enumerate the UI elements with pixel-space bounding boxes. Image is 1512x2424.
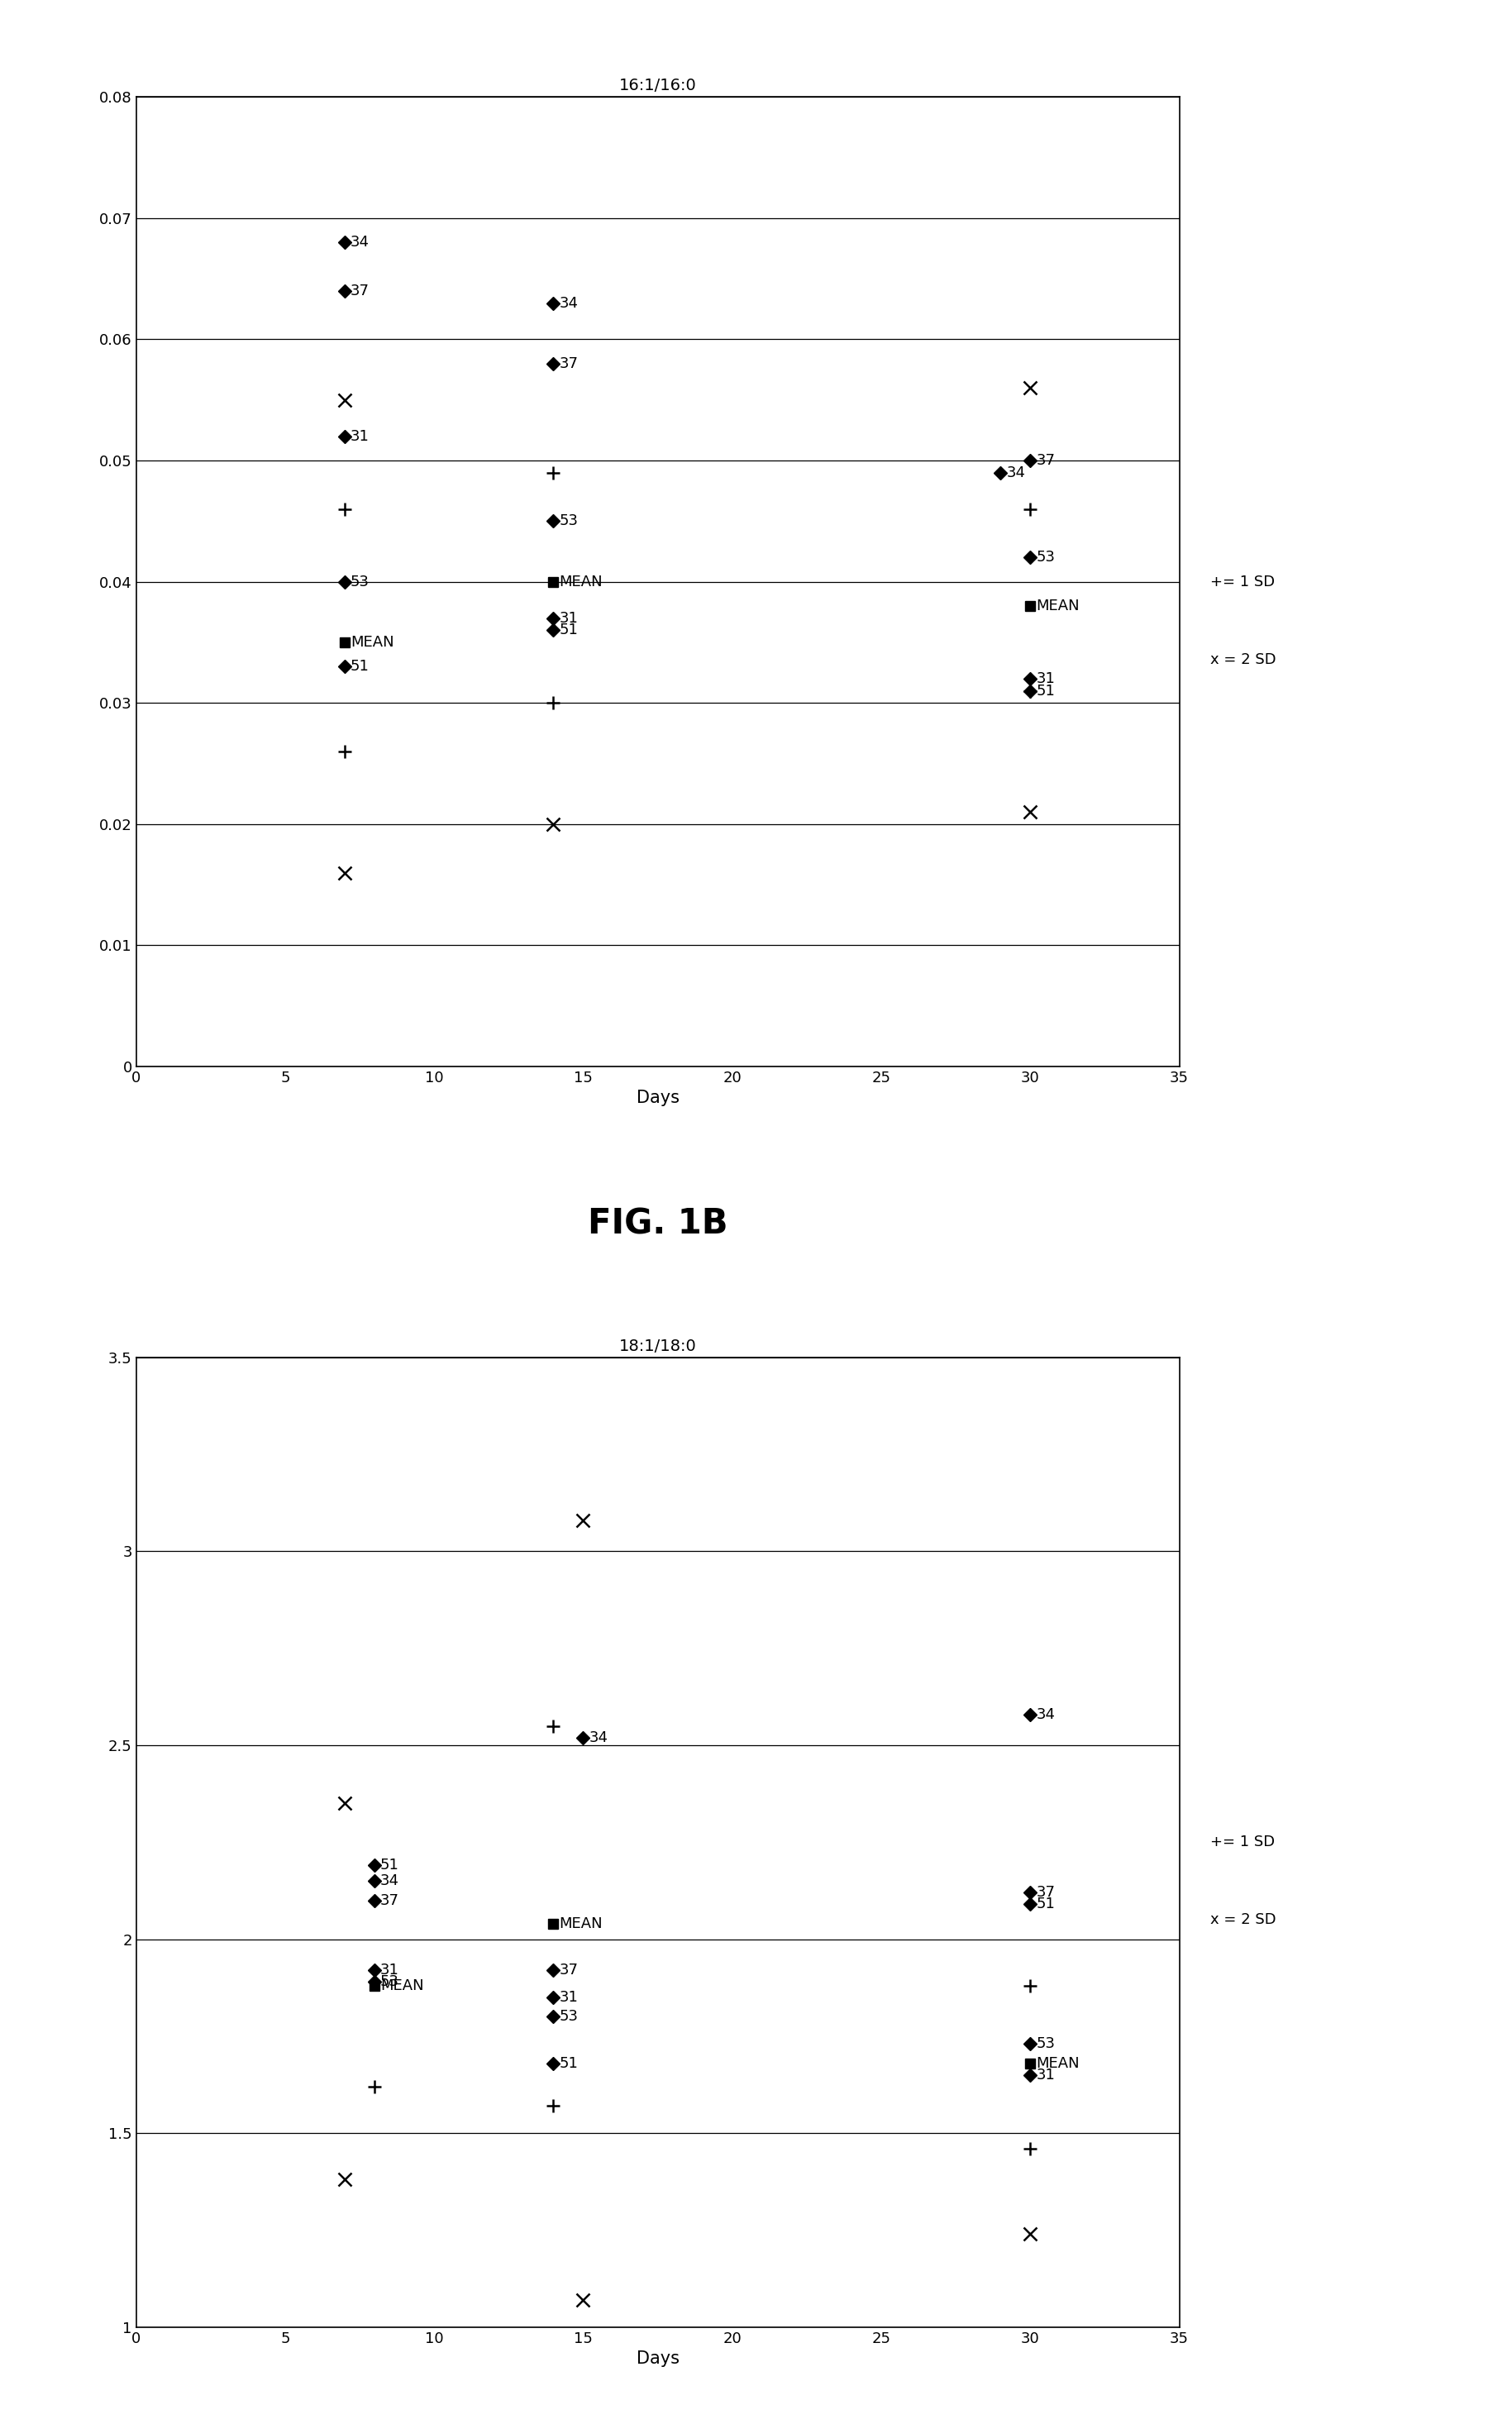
X-axis label: Days: Days (637, 2351, 679, 2368)
Text: 31: 31 (381, 1963, 399, 1978)
Text: += 1 SD: += 1 SD (1211, 574, 1275, 589)
Text: MEAN: MEAN (559, 1917, 603, 1932)
Text: FIG. 1B: FIG. 1B (588, 1207, 727, 1241)
Text: 34: 34 (590, 1731, 608, 1745)
Text: 34: 34 (381, 1874, 399, 1888)
Text: 34: 34 (351, 235, 369, 250)
Text: 51: 51 (1036, 684, 1055, 698)
Text: 34: 34 (1007, 465, 1025, 480)
Text: 31: 31 (351, 429, 369, 444)
Text: 34: 34 (1036, 1706, 1055, 1721)
Text: 37: 37 (559, 356, 578, 371)
Text: 37: 37 (381, 1893, 399, 1908)
Text: 34: 34 (559, 296, 578, 310)
X-axis label: Days: Days (637, 1091, 679, 1108)
Text: 37: 37 (1036, 1886, 1055, 1900)
Text: x = 2 SD: x = 2 SD (1211, 652, 1276, 667)
Text: MEAN: MEAN (351, 635, 395, 650)
Text: MEAN: MEAN (559, 574, 603, 589)
Text: MEAN: MEAN (381, 1978, 423, 1993)
Text: 31: 31 (559, 611, 578, 625)
Text: 53: 53 (559, 2009, 578, 2024)
Text: 53: 53 (559, 514, 578, 528)
Text: += 1 SD: += 1 SD (1211, 1835, 1275, 1850)
Text: 51: 51 (559, 623, 578, 638)
Text: 53: 53 (1036, 550, 1055, 565)
Title: 18:1/18:0: 18:1/18:0 (618, 1338, 697, 1355)
Text: 53: 53 (381, 1976, 399, 1990)
Text: 51: 51 (559, 2056, 578, 2070)
Text: 53: 53 (351, 574, 369, 589)
Text: MEAN: MEAN (1036, 2056, 1080, 2070)
Text: 51: 51 (351, 659, 369, 674)
Text: 53: 53 (1036, 2036, 1055, 2051)
Text: 31: 31 (1036, 2068, 1055, 2082)
Text: 31: 31 (559, 1990, 578, 2005)
Text: MEAN: MEAN (1036, 599, 1080, 613)
Text: 37: 37 (559, 1963, 578, 1978)
Text: 51: 51 (1036, 1898, 1055, 1913)
Text: 31: 31 (1036, 671, 1055, 686)
Text: 51: 51 (381, 1859, 399, 1874)
Text: x = 2 SD: x = 2 SD (1211, 1913, 1276, 1927)
Title: 16:1/16:0: 16:1/16:0 (618, 78, 697, 95)
Text: 37: 37 (1036, 453, 1055, 468)
Text: 37: 37 (351, 284, 369, 298)
